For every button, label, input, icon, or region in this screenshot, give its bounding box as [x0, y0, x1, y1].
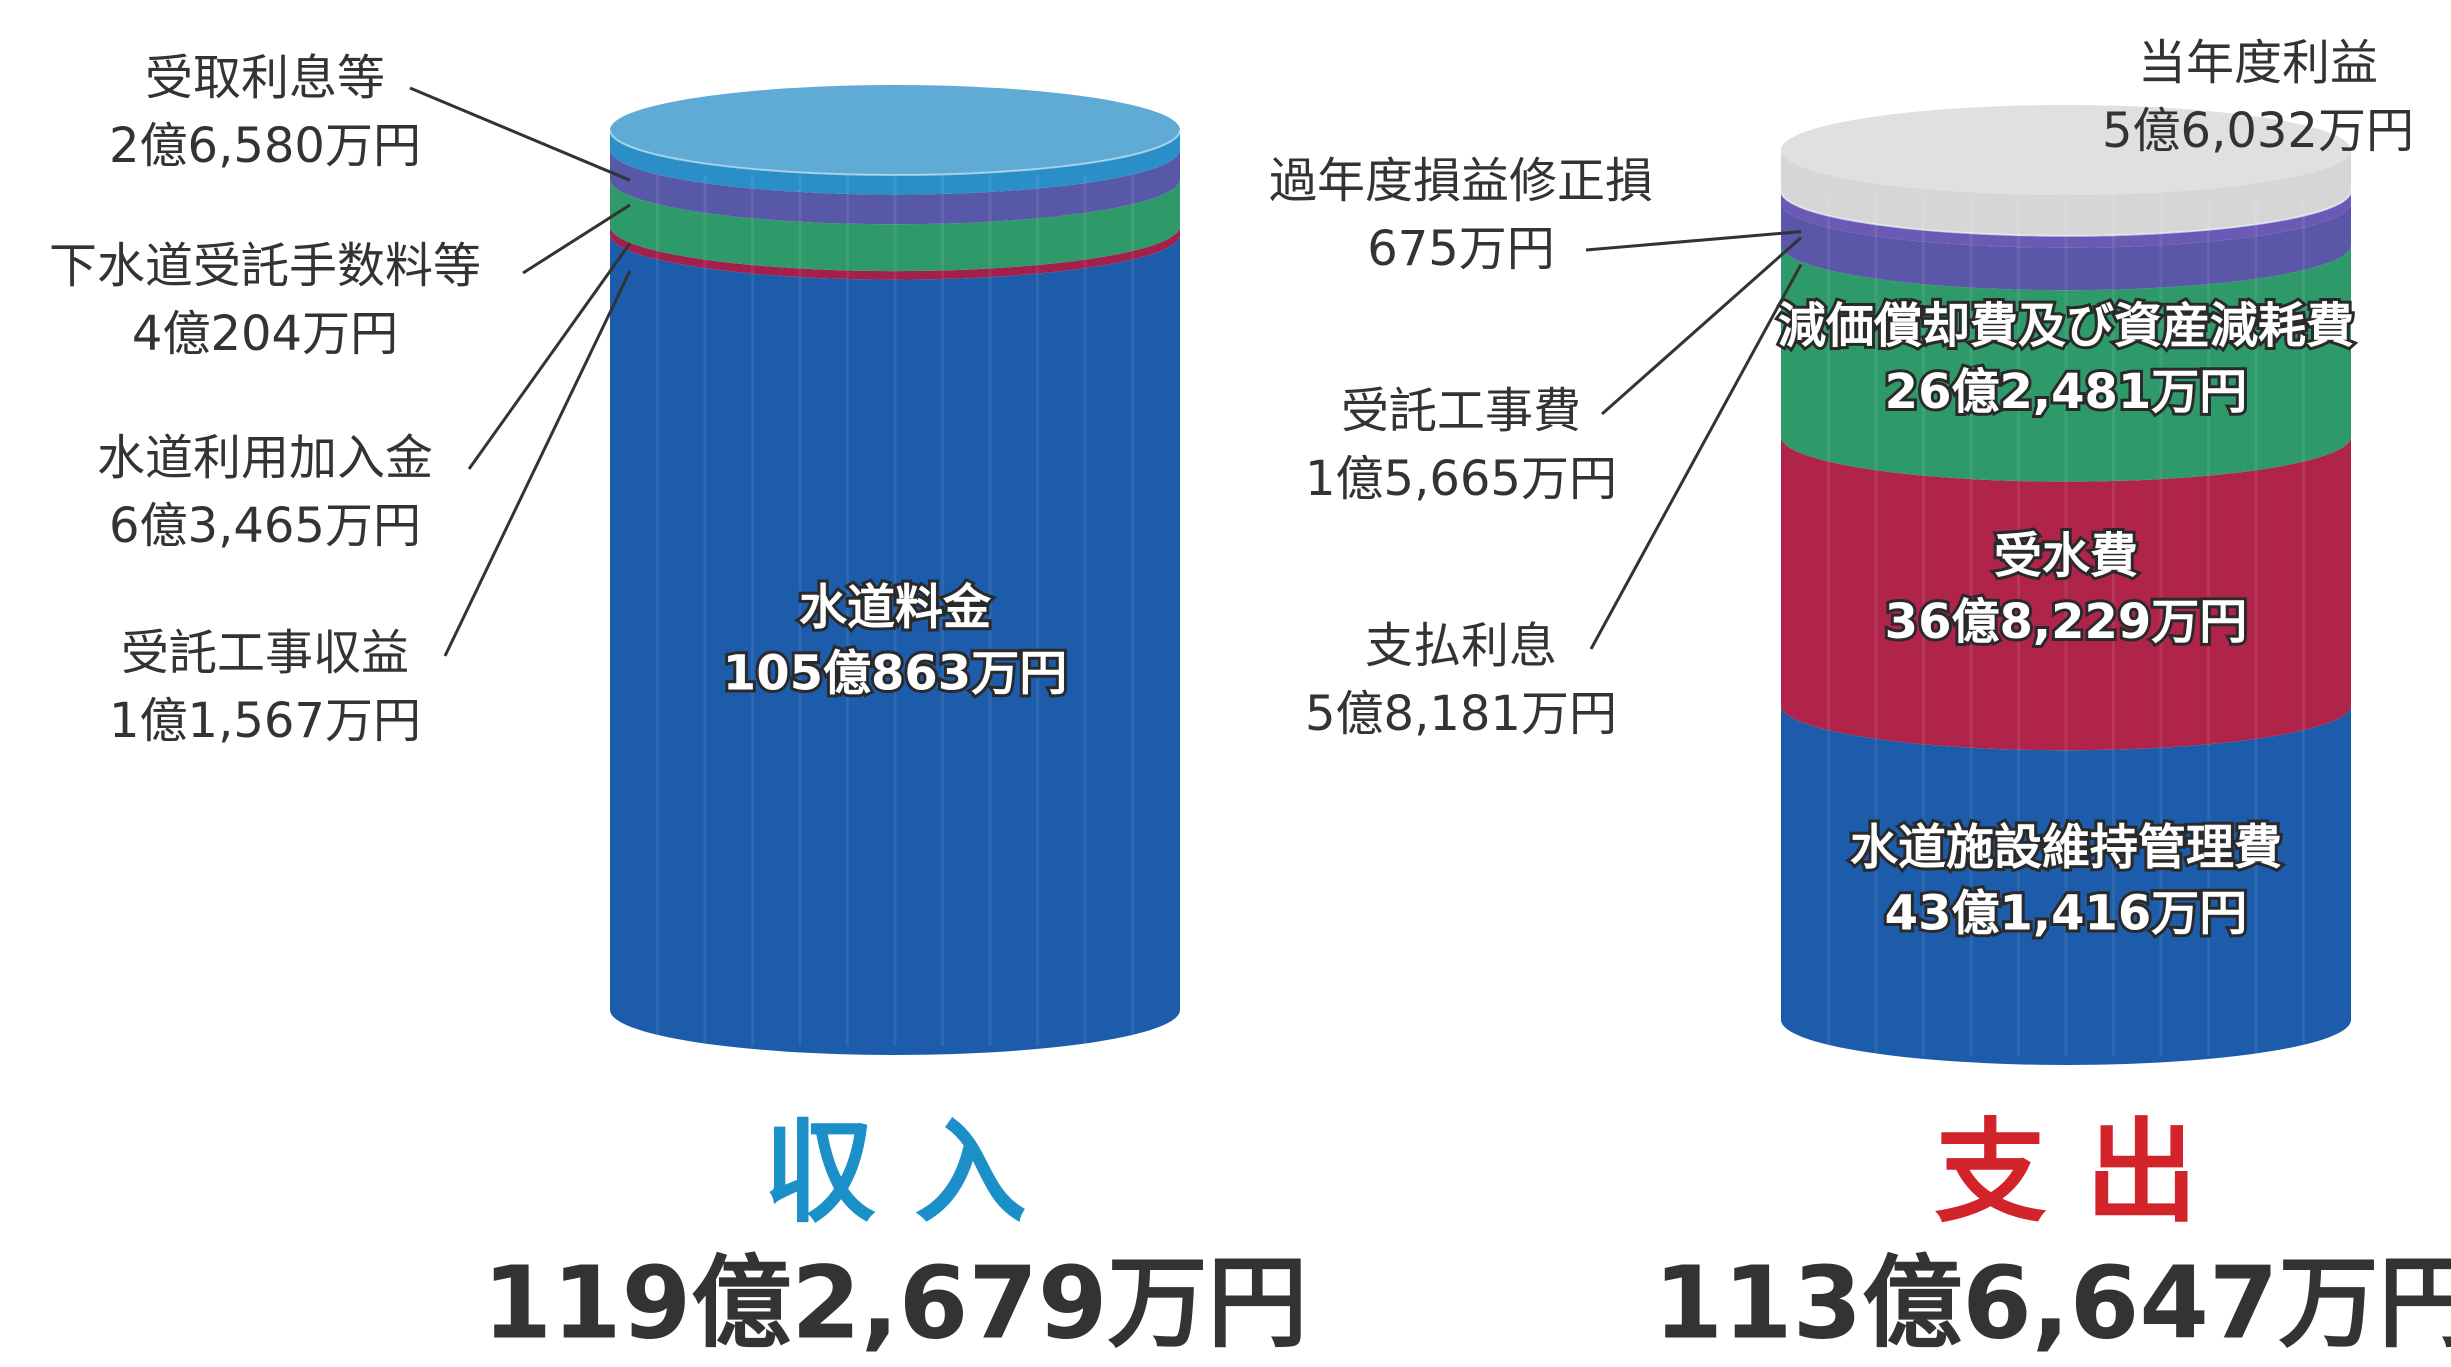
- cylinder-segment: [610, 234, 1180, 1055]
- cylinder-top: [1781, 105, 2351, 195]
- segment-name: 過年度損益修正損: [1269, 153, 1653, 209]
- leader-line: [522, 203, 631, 275]
- segment-name: 受水費: [1994, 528, 2138, 584]
- segment-name: 水道施設維持管理費: [1850, 820, 2282, 876]
- cylinder-segment: [610, 149, 1180, 225]
- segment-value: 5億8,181万円: [1305, 686, 1617, 742]
- segment-value: 675万円: [1367, 221, 1555, 277]
- leader-line: [467, 242, 632, 470]
- segment-name: 減価償却費及び資産減耗費: [1778, 298, 2354, 354]
- segment-value: 2億6,580万円: [109, 118, 421, 174]
- segment-value: 43億1,416万円: [1885, 886, 2248, 942]
- leader-line: [1601, 236, 1802, 416]
- cylinder-segment: [1781, 191, 2351, 248]
- cylinder-segment: [610, 226, 1180, 280]
- segment-value: 4億204万円: [132, 306, 398, 362]
- segment-value: 36億8,229万円: [1885, 594, 2248, 650]
- segment-name: 水道料金: [799, 579, 992, 635]
- cylinder-top-shine: [610, 85, 1180, 175]
- cylinder-segment: [610, 179, 1180, 272]
- segment-name: 下水道受託手数料等: [49, 238, 481, 294]
- cylinder-top-shine: [1781, 105, 2351, 195]
- leader-line: [443, 270, 632, 657]
- cylinder-segment: [610, 130, 1180, 195]
- segment-name: 支払利息: [1365, 618, 1557, 674]
- total-line: [609, 129, 1181, 176]
- segment-value: 1億1,567万円: [109, 693, 421, 749]
- segment-name: 受取利息等: [145, 50, 385, 106]
- cylinder-top: [610, 85, 1180, 175]
- cylinder-segment: [1781, 202, 2351, 291]
- cylinder-segment: [1781, 436, 2351, 751]
- chart-title: 支 出: [1935, 1108, 2198, 1238]
- segment-value: 26億2,481万円: [1885, 364, 2248, 420]
- segment-name: 受託工事費: [1341, 383, 1581, 439]
- total-label: 119億2,679万円: [482, 1244, 1307, 1361]
- segment-name: 当年度利益: [2138, 35, 2378, 91]
- total-line: [1780, 190, 2352, 237]
- segment-value: 1億5,665万円: [1305, 451, 1617, 507]
- segment-name: 水道利用加入金: [97, 430, 433, 486]
- leader-line: [409, 86, 631, 182]
- segment-value: 5億6,032万円: [2102, 103, 2414, 159]
- chart-title: 収 入: [764, 1108, 1027, 1238]
- leader-line: [1589, 263, 1803, 650]
- total-label: 113億6,647万円: [1653, 1244, 2451, 1361]
- cylinder-segment: [1781, 245, 2351, 482]
- cylinder-segment: [1781, 150, 2351, 236]
- segment-value: 6億3,465万円: [109, 498, 421, 554]
- segment-value: 105億863万円: [723, 645, 1067, 701]
- cylinder-segment: [1781, 705, 2351, 1065]
- leader-line: [1585, 230, 1802, 252]
- segment-name: 受託工事収益: [121, 625, 409, 681]
